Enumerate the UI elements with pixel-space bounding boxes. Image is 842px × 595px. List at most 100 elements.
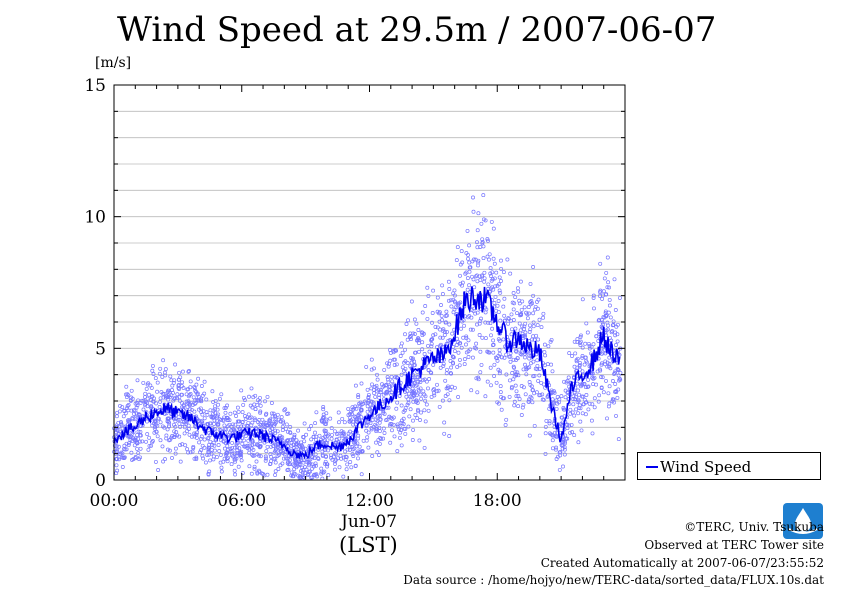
data-point bbox=[496, 337, 501, 342]
data-point bbox=[435, 295, 440, 300]
data-point bbox=[530, 400, 535, 405]
data-point bbox=[580, 297, 585, 302]
data-point bbox=[189, 434, 194, 439]
data-point bbox=[368, 421, 373, 426]
x-axis-timezone-label: (LST) bbox=[339, 533, 398, 557]
data-point bbox=[600, 320, 605, 325]
data-point bbox=[370, 417, 375, 422]
data-point bbox=[205, 412, 210, 417]
data-point bbox=[513, 326, 518, 331]
data-point bbox=[604, 292, 609, 297]
data-point bbox=[491, 256, 496, 261]
data-point bbox=[277, 452, 281, 457]
data-point bbox=[196, 398, 201, 403]
data-point bbox=[360, 449, 365, 453]
data-point bbox=[370, 382, 374, 387]
data-point bbox=[598, 261, 603, 266]
data-point bbox=[225, 444, 230, 449]
data-point bbox=[528, 361, 533, 366]
data-point bbox=[511, 364, 516, 369]
data-point bbox=[395, 400, 400, 405]
data-point bbox=[562, 447, 567, 452]
data-point bbox=[333, 459, 337, 464]
data-point bbox=[365, 435, 370, 440]
data-point bbox=[233, 456, 238, 461]
data-point bbox=[116, 424, 121, 429]
data-point bbox=[124, 441, 129, 446]
data-point bbox=[263, 399, 267, 404]
data-point bbox=[386, 405, 391, 410]
data-point bbox=[418, 418, 422, 422]
data-point bbox=[527, 397, 532, 402]
data-point bbox=[255, 442, 260, 447]
data-point bbox=[250, 439, 255, 444]
data-point bbox=[392, 434, 397, 439]
data-point bbox=[449, 304, 454, 309]
data-point bbox=[552, 430, 557, 435]
data-point bbox=[367, 398, 371, 403]
data-point bbox=[565, 423, 570, 428]
data-point bbox=[173, 424, 178, 429]
data-point bbox=[383, 383, 388, 388]
data-point bbox=[501, 337, 506, 342]
data-point bbox=[469, 388, 474, 393]
data-point bbox=[402, 426, 407, 431]
data-point bbox=[299, 448, 304, 453]
data-point bbox=[536, 378, 541, 383]
data-point bbox=[265, 444, 270, 449]
data-point bbox=[215, 418, 220, 423]
data-point bbox=[539, 325, 544, 330]
data-point bbox=[366, 445, 371, 450]
data-point bbox=[388, 440, 393, 445]
data-point bbox=[375, 450, 380, 455]
data-point bbox=[403, 332, 407, 337]
data-point bbox=[446, 384, 450, 389]
data-point bbox=[475, 228, 480, 233]
data-point bbox=[273, 420, 278, 425]
data-point bbox=[167, 421, 172, 426]
data-point bbox=[384, 389, 389, 394]
data-point bbox=[525, 316, 530, 321]
data-point bbox=[230, 440, 235, 445]
data-point bbox=[527, 380, 532, 384]
data-point bbox=[494, 270, 499, 275]
data-point bbox=[114, 414, 119, 419]
data-point bbox=[451, 354, 456, 359]
data-point bbox=[378, 390, 383, 395]
data-point bbox=[340, 416, 345, 421]
data-point bbox=[440, 335, 445, 340]
data-point bbox=[560, 443, 564, 448]
data-point bbox=[247, 464, 252, 469]
data-point bbox=[273, 460, 278, 465]
data-point bbox=[129, 434, 134, 439]
data-point bbox=[171, 380, 176, 385]
data-point bbox=[171, 390, 175, 395]
data-point bbox=[399, 372, 404, 377]
data-point bbox=[139, 398, 144, 403]
data-point bbox=[118, 403, 122, 408]
data-point bbox=[438, 327, 442, 332]
data-point bbox=[502, 296, 507, 301]
data-point bbox=[343, 449, 348, 454]
data-point bbox=[509, 318, 513, 323]
data-point bbox=[341, 474, 346, 479]
data-point bbox=[303, 471, 307, 476]
data-point bbox=[591, 293, 596, 298]
data-point bbox=[278, 435, 283, 440]
data-point bbox=[369, 427, 374, 432]
data-point bbox=[493, 294, 498, 299]
x-tick-label: 18:00 bbox=[473, 491, 522, 511]
data-point bbox=[333, 467, 337, 472]
data-point bbox=[158, 396, 163, 401]
data-point bbox=[559, 415, 564, 420]
data-point bbox=[442, 431, 447, 436]
data-point bbox=[301, 460, 306, 465]
data-point bbox=[248, 443, 252, 448]
data-point bbox=[126, 403, 131, 407]
data-point bbox=[290, 438, 295, 443]
data-point bbox=[281, 456, 286, 461]
data-point bbox=[532, 307, 537, 312]
data-point bbox=[409, 299, 414, 304]
data-point bbox=[447, 322, 452, 327]
data-point bbox=[255, 452, 260, 457]
